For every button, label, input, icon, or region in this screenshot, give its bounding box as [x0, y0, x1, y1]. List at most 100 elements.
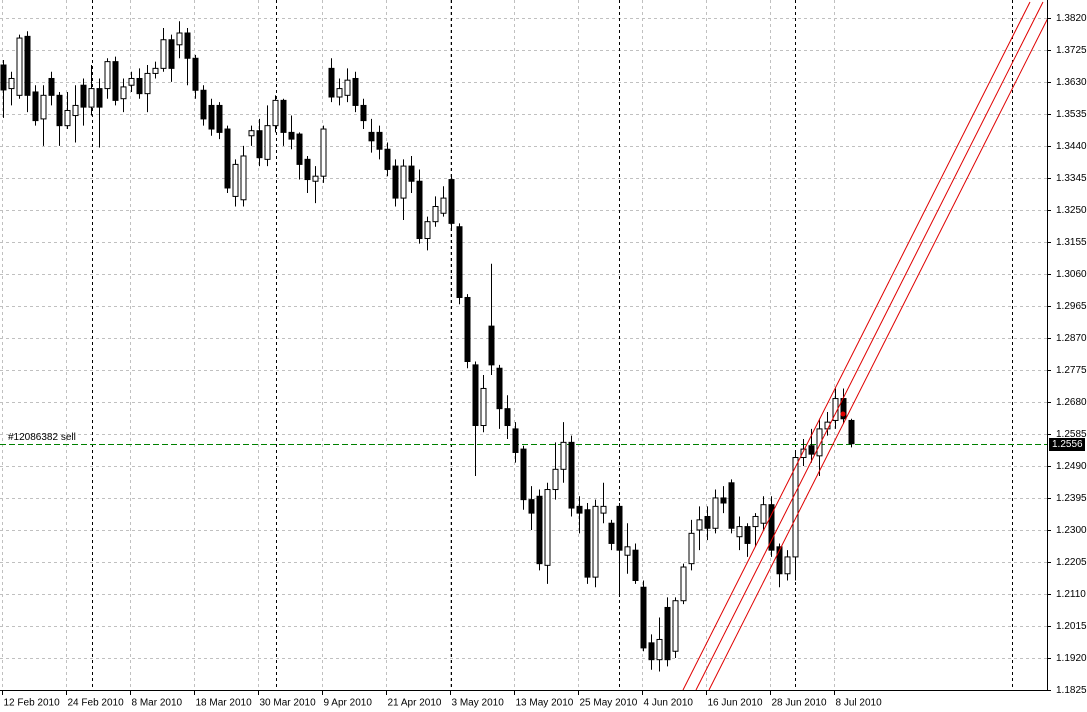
channel-line: [708, 18, 1047, 690]
candle-body: [184, 32, 191, 59]
candle-body: [448, 179, 455, 224]
candle-body: [680, 566, 687, 602]
candle-body: [432, 206, 439, 223]
y-tick-label: 1.2015: [1056, 621, 1087, 632]
order-label: #12086382 sell: [8, 432, 76, 443]
y-tick-label: 1.3060: [1056, 269, 1087, 280]
candle-body: [152, 67, 159, 74]
y-tick-label: 1.3440: [1056, 141, 1087, 152]
x-tick-label: 16 Jun 2010: [708, 698, 763, 709]
candle-body: [48, 77, 55, 96]
candle-body: [336, 88, 343, 98]
candle-body: [168, 39, 175, 69]
x-tick-label: 18 Mar 2010: [196, 698, 253, 709]
candle-body: [128, 77, 135, 86]
candle-body: [16, 37, 23, 96]
x-tick-label: 28 Jun 2010: [772, 698, 827, 709]
candle-body: [496, 367, 503, 410]
candle-body: [368, 131, 375, 142]
candle-body: [640, 586, 647, 649]
y-tick-label: 1.2395: [1056, 493, 1087, 504]
candle-body: [624, 546, 631, 556]
candle-body: [552, 468, 559, 491]
order-line-group: #12086382 sell: [0, 432, 1047, 445]
candle-body: [296, 133, 303, 165]
candle-body: [64, 109, 71, 127]
candle-body: [160, 39, 167, 69]
x-tick-label: 21 Apr 2010: [388, 698, 442, 709]
x-tick-label: 8 Mar 2010: [132, 698, 183, 709]
candle-body: [576, 505, 583, 514]
x-tick-label: 25 May 2010: [580, 698, 638, 709]
candle-body: [784, 556, 791, 575]
candle-body: [792, 457, 799, 558]
candle-body: [592, 505, 599, 578]
candle-body: [352, 77, 359, 106]
candle-body: [240, 155, 247, 201]
candle-body: [104, 61, 111, 90]
candle-body: [264, 125, 271, 160]
y-tick-label: 1.3250: [1056, 205, 1087, 216]
candle-body: [280, 99, 287, 133]
candle-body: [392, 165, 399, 199]
x-tick-label: 24 Feb 2010: [68, 698, 125, 709]
candle-body: [40, 94, 47, 120]
candle-body: [304, 158, 311, 181]
candle-body: [32, 91, 39, 122]
candle-body: [360, 104, 367, 122]
candle-body: [112, 61, 119, 101]
candle-body: [720, 497, 727, 504]
candle-body: [120, 86, 127, 100]
candle-body: [344, 79, 351, 96]
y-tick-label: 1.3630: [1056, 77, 1087, 88]
y-tick-label: 1.2585: [1056, 429, 1087, 440]
candle-body: [848, 419, 855, 445]
candle-body: [632, 549, 639, 581]
y-tick-label: 1.3725: [1056, 45, 1087, 56]
candle-body: [752, 515, 759, 528]
candle-body: [424, 221, 431, 240]
candle-body: [272, 99, 279, 127]
candle-body: [688, 532, 695, 565]
x-tick-label: 30 Mar 2010: [260, 698, 317, 709]
candle-body: [520, 448, 527, 501]
order-marker: [840, 411, 846, 417]
candle-body: [816, 428, 823, 457]
candle-body: [664, 606, 671, 661]
channel-line: [682, 1, 1031, 690]
candle-body: [208, 104, 215, 130]
candle-body: [200, 89, 207, 120]
candle-body: [288, 131, 295, 140]
axis-labels: 1.1825 1.1920 1.2015 1.2110 1.2205 1.2300 1.23…: [2, 13, 1087, 709]
candle-body: [144, 72, 151, 95]
candle-body: [560, 441, 567, 470]
x-tick-label: 12 Feb 2010: [4, 698, 61, 709]
candle-body: [696, 519, 703, 531]
candle-body: [136, 77, 143, 95]
candle-body: [176, 32, 183, 46]
candle-body: [224, 128, 231, 189]
candle-body: [192, 57, 199, 91]
candle-body: [80, 84, 87, 108]
candle-body: [24, 35, 31, 96]
candle-body: [472, 364, 479, 427]
x-tick-label: 9 Apr 2010: [324, 698, 373, 709]
candle-body: [712, 497, 719, 529]
price-label: 1.2556: [1052, 439, 1083, 450]
candle-body: [440, 197, 447, 214]
candle-body: [568, 441, 575, 509]
y-tick-label: 1.2110: [1056, 589, 1086, 600]
candle-body: [96, 88, 103, 108]
candle-body: [320, 128, 327, 177]
y-tick-label: 1.1825: [1056, 685, 1087, 696]
y-tick-label: 1.2870: [1056, 333, 1087, 344]
candle-body: [312, 175, 319, 182]
candle-body: [800, 448, 807, 459]
y-tick-label: 1.2775: [1056, 365, 1087, 376]
candle-body: [464, 296, 471, 362]
y-tick-label: 1.3155: [1056, 237, 1087, 248]
candle-body: [648, 642, 655, 661]
candle-body: [544, 489, 551, 566]
